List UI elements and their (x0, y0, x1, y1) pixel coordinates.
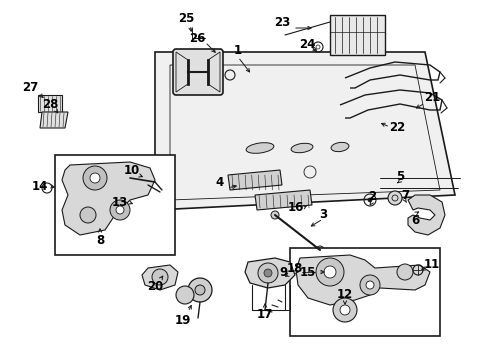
Text: 8: 8 (96, 234, 104, 247)
Polygon shape (207, 52, 220, 92)
Polygon shape (40, 112, 68, 128)
Text: 24: 24 (298, 37, 315, 50)
Circle shape (195, 285, 204, 295)
Text: 1: 1 (233, 44, 242, 57)
Text: 18: 18 (286, 261, 303, 274)
Circle shape (116, 206, 124, 214)
Circle shape (264, 269, 271, 277)
Circle shape (80, 207, 96, 223)
Circle shape (339, 305, 349, 315)
Polygon shape (407, 195, 444, 235)
Text: 2: 2 (367, 189, 375, 202)
Circle shape (152, 269, 168, 285)
Ellipse shape (245, 143, 273, 153)
Text: 17: 17 (256, 309, 273, 321)
Text: 28: 28 (42, 98, 58, 111)
Polygon shape (227, 170, 282, 190)
Ellipse shape (290, 143, 312, 153)
Polygon shape (254, 190, 311, 210)
Text: 12: 12 (336, 288, 352, 302)
Polygon shape (142, 265, 178, 290)
Circle shape (83, 166, 107, 190)
FancyBboxPatch shape (173, 49, 223, 95)
Circle shape (315, 246, 324, 254)
Circle shape (359, 275, 379, 295)
Circle shape (396, 264, 412, 280)
Text: 4: 4 (215, 176, 224, 189)
Circle shape (324, 266, 335, 278)
Bar (329, 15, 384, 55)
Text: 20: 20 (146, 279, 163, 292)
Text: 25: 25 (178, 12, 194, 24)
Text: 7: 7 (400, 189, 408, 202)
Polygon shape (155, 52, 454, 210)
Circle shape (258, 263, 278, 283)
Polygon shape (38, 95, 62, 112)
Text: 14: 14 (32, 180, 48, 193)
Bar (289, 248, 439, 336)
Text: 6: 6 (410, 213, 418, 226)
Circle shape (365, 281, 373, 289)
Polygon shape (62, 162, 155, 235)
Text: 16: 16 (287, 201, 304, 213)
Circle shape (367, 198, 371, 202)
Circle shape (332, 298, 356, 322)
Text: 10: 10 (123, 163, 140, 176)
Text: 22: 22 (388, 121, 404, 134)
Text: 27: 27 (22, 81, 38, 94)
Text: 3: 3 (318, 207, 326, 220)
Text: 19: 19 (174, 314, 191, 327)
Text: 11: 11 (423, 258, 439, 271)
Text: 5: 5 (395, 170, 403, 183)
Text: 15: 15 (299, 266, 316, 279)
Polygon shape (244, 258, 294, 288)
Text: 13: 13 (112, 195, 128, 208)
Ellipse shape (330, 142, 348, 152)
Text: 26: 26 (188, 32, 205, 45)
Text: 23: 23 (273, 15, 289, 28)
Text: 9: 9 (279, 266, 287, 279)
Bar (55, 155, 175, 255)
Circle shape (387, 191, 401, 205)
Circle shape (270, 211, 279, 219)
Text: 21: 21 (423, 90, 439, 104)
Circle shape (187, 278, 212, 302)
Polygon shape (295, 255, 429, 305)
Circle shape (176, 286, 194, 304)
Circle shape (90, 173, 100, 183)
Circle shape (110, 200, 130, 220)
Polygon shape (176, 52, 187, 92)
Circle shape (315, 258, 343, 286)
